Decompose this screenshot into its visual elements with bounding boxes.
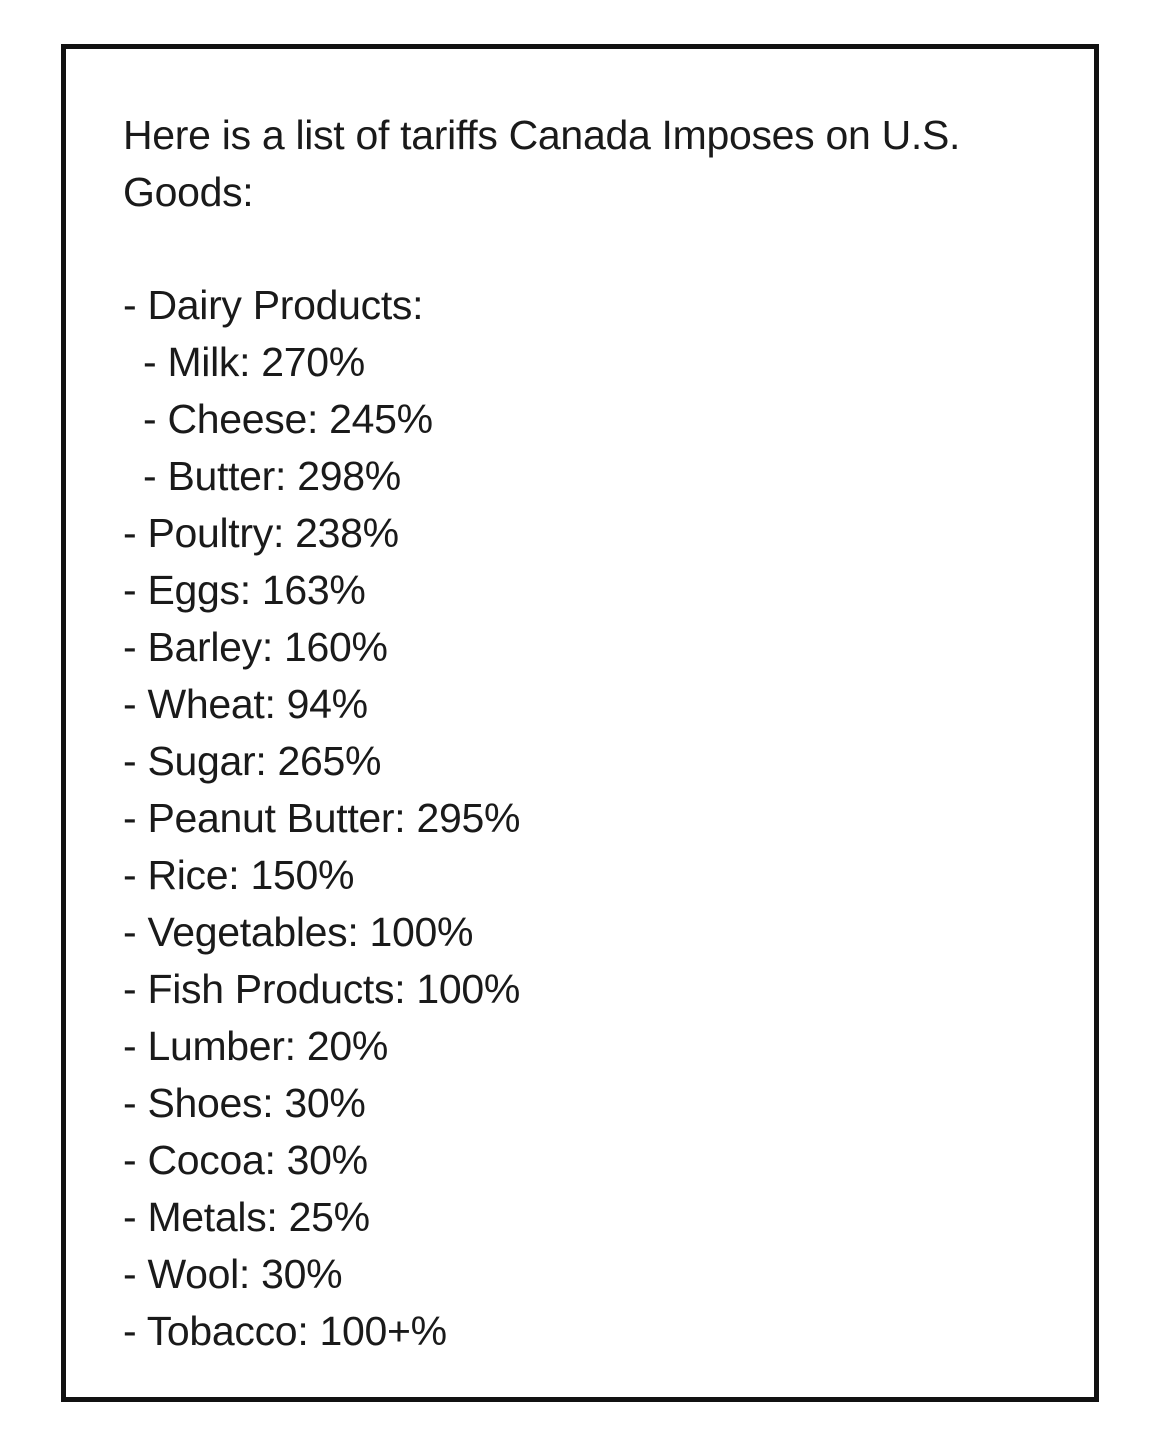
list-item-sugar: - Sugar: 265% [123,738,382,784]
list-item-shoes: - Shoes: 30% [123,1080,366,1126]
list-item-wheat: - Wheat: 94% [123,681,368,727]
list-item-rice: - Rice: 150% [123,852,355,898]
list-item-peanut-butter: - Peanut Butter: 295% [123,795,521,841]
list-item-vegetables: - Vegetables: 100% [123,909,474,955]
post-frame: Here is a list of tariffs Canada Imposes… [61,44,1099,1402]
list-item-lumber: - Lumber: 20% [123,1023,389,1069]
list-item-butter: - Butter: 298% [143,453,401,499]
list-item-metals: - Metals: 25% [123,1194,370,1240]
list-item-tobacco: - Tobacco: 100+% [123,1308,447,1354]
list-item-milk: - Milk: 270% [143,339,365,385]
list-item-fish-products: - Fish Products: 100% [123,966,521,1012]
post-content: Here is a list of tariffs Canada Imposes… [123,107,1054,1360]
list-item-dairy-products: - Dairy Products: [123,282,424,328]
list-item-eggs: - Eggs: 163% [123,567,366,613]
list-item-poultry: - Poultry: 238% [123,510,399,556]
post-heading: Here is a list of tariffs Canada Imposes… [123,112,961,215]
list-item-cheese: - Cheese: 245% [143,396,433,442]
list-item-barley: - Barley: 160% [123,624,388,670]
list-item-cocoa: - Cocoa: 30% [123,1137,368,1183]
list-item-wool: - Wool: 30% [123,1251,343,1297]
tariff-list: - Dairy Products: - Milk: 270% - Cheese:… [123,277,1054,1360]
